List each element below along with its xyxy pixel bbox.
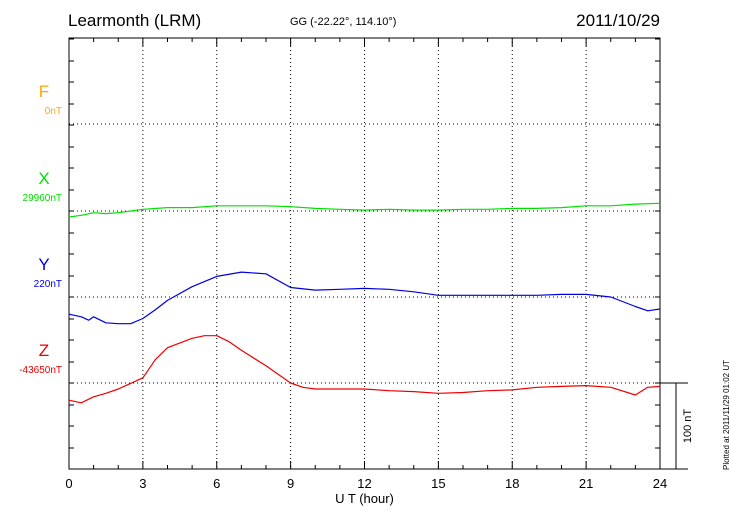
trace-y (68, 271, 661, 325)
x-tick-label: 21 (579, 476, 593, 491)
component-baseline-f: 0nT (45, 106, 62, 117)
component-label-z: Z (39, 341, 49, 360)
component-baseline-z: -43650nT (19, 365, 62, 376)
station-title: Learmonth (LRM) (68, 11, 202, 30)
x-tick-label: 12 (357, 476, 371, 491)
plotted-timestamp: Plotted at 2011/11/29 01:02 UT (722, 359, 730, 470)
x-tick-label: 3 (139, 476, 146, 491)
trace-z (68, 335, 661, 404)
component-label-f: F (39, 82, 49, 101)
x-tick-label: 0 (65, 476, 72, 491)
component-baseline-x: 29960nT (23, 193, 62, 204)
plot-date: 2011/10/29 (576, 11, 660, 30)
x-tick-label: 9 (287, 476, 294, 491)
x-tick-label: 15 (431, 476, 445, 491)
scale-bar-label: 100 nT (682, 409, 694, 444)
component-baseline-y: 220nT (34, 279, 62, 290)
x-tick-label: 18 (505, 476, 519, 491)
component-label-y: Y (38, 255, 49, 274)
x-tick-label: 6 (213, 476, 220, 491)
x-tick-label: 24 (653, 476, 667, 491)
trace-x (68, 202, 661, 218)
x-axis-title: U T (hour) (335, 491, 394, 506)
geographic-coordinates: GG (-22.22°, 114.10°) (290, 16, 397, 28)
component-label-x: X (38, 169, 49, 188)
